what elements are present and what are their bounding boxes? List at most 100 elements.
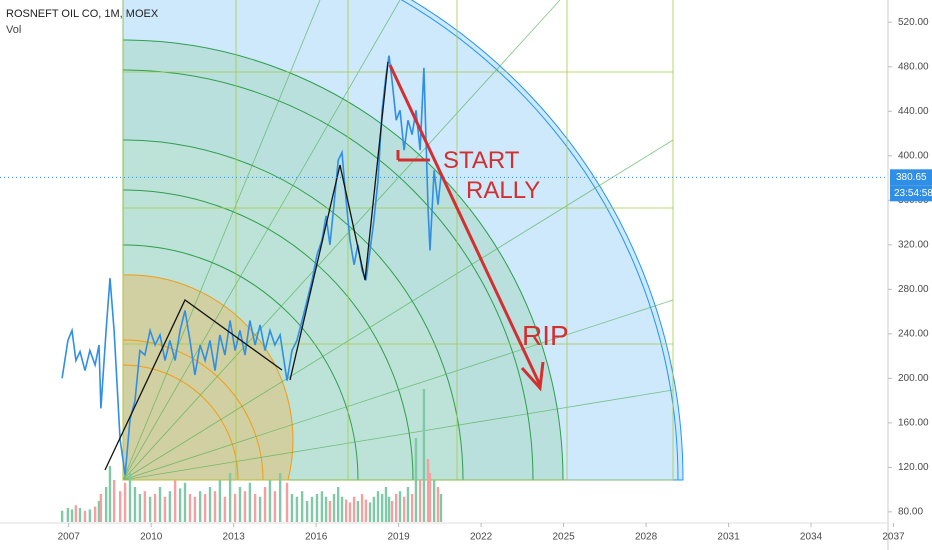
volume-bar: [310, 496, 314, 522]
volume: [60, 389, 443, 522]
volume-bar: [380, 494, 384, 522]
blue-arc: [122, 0, 679, 481]
y-tick-label: 520.00: [898, 17, 929, 28]
volume-bar: [344, 499, 348, 522]
volume-bar: [394, 494, 398, 522]
price: [61, 55, 442, 476]
volume-bar: [66, 508, 70, 522]
x-tick-label: 2025: [552, 532, 575, 543]
volume-bar: [99, 494, 103, 522]
volume-bar: [228, 473, 232, 522]
volume-bar: [108, 466, 112, 522]
orange-arc: [122, 339, 264, 481]
volume-bar: [305, 501, 309, 522]
volume-bar: [208, 487, 212, 522]
volume-bar: [153, 494, 157, 522]
green-arc: [122, 39, 564, 481]
x-tick-label: 2019: [388, 532, 411, 543]
volume-bar: [258, 496, 262, 522]
green-arc: [122, 189, 414, 481]
volume-bar: [436, 487, 440, 522]
volume-bar: [243, 491, 247, 522]
volume-bar: [213, 491, 217, 522]
volume-bar: [390, 501, 394, 522]
volume-bar: [340, 496, 344, 522]
volume-bar: [93, 506, 97, 522]
x-tick-label: 2028: [635, 532, 658, 543]
volume-bar: [414, 438, 418, 522]
volume-bar: [376, 491, 380, 522]
volume-bar: [253, 494, 257, 522]
volume-bar: [278, 473, 282, 522]
green-arc: [122, 69, 534, 481]
x-tick-label: 2034: [800, 532, 823, 543]
annotation: RALLY: [466, 177, 540, 204]
volume-bar: [384, 487, 388, 522]
volume-bar: [203, 494, 207, 522]
volume-bar: [97, 501, 101, 522]
y-tick-label: 320.00: [898, 239, 929, 250]
volume-bar: [356, 501, 360, 522]
volume-bar: [273, 491, 277, 522]
volume-bar: [300, 491, 304, 522]
volume-bar: [348, 502, 352, 522]
volume-bar: [263, 487, 267, 522]
volume-bar: [183, 482, 187, 522]
volume-bar: [78, 508, 82, 522]
timer-label: 23:54:58: [894, 188, 932, 199]
price-label: 380.65: [896, 172, 927, 183]
volume-bar: [315, 494, 319, 522]
x-tick-label: 2013: [223, 532, 246, 543]
x-tick-label: 2007: [58, 532, 81, 543]
green-arc: [122, 139, 464, 481]
volume-bar: [398, 491, 402, 522]
volume-bar: [112, 480, 116, 522]
blue-arc: [122, 0, 684, 481]
volume-bar: [233, 494, 237, 522]
volume-bar: [104, 487, 108, 522]
volume-bar: [268, 480, 272, 522]
green-arc: [122, 244, 359, 481]
volume-bar: [138, 494, 142, 522]
y-tick-label: 480.00: [898, 61, 929, 72]
y-tick-label: 160.00: [898, 417, 929, 428]
volume-bar: [418, 480, 422, 522]
volume-bar: [188, 494, 192, 522]
price-line: [61, 55, 442, 476]
y-tick-label: 200.00: [898, 373, 929, 384]
y-tick-label: 440.00: [898, 106, 929, 117]
volume-bar: [328, 501, 332, 522]
price-box: [890, 169, 932, 186]
volume-bar: [324, 496, 328, 522]
volume-bar: [70, 509, 74, 522]
volume-bar: [128, 473, 132, 522]
volume-bar: [422, 389, 426, 522]
volume-bar: [163, 496, 167, 522]
x-tick-label: 2037: [882, 532, 905, 543]
volume-bar: [158, 487, 162, 522]
trend-lines: [104, 61, 389, 471]
volume-bar: [74, 505, 78, 522]
volume-bar: [88, 509, 92, 522]
volume-bar: [285, 482, 289, 522]
volume-bar: [432, 480, 436, 522]
volume-bar: [336, 487, 340, 522]
volume-bar: [83, 510, 87, 522]
volume-bar: [410, 494, 414, 522]
volume-bar: [295, 496, 299, 522]
grid-box: [122, 0, 674, 481]
volume-bar: [193, 496, 197, 522]
volume-bar: [223, 496, 227, 522]
arrow: [388, 64, 545, 392]
volume-bar: [372, 496, 376, 522]
timer-box: [890, 185, 932, 202]
volume-bar: [118, 491, 122, 522]
volume-bar: [332, 494, 336, 522]
x-tick-label: 2031: [717, 532, 740, 543]
volume-bar: [143, 491, 147, 522]
volume-bar: [387, 496, 391, 522]
fan-rays: [122, 0, 674, 481]
chart-title: ROSNEFT OIL CO, 1M, MOEX: [6, 8, 159, 20]
volume-bar: [60, 510, 64, 522]
volume-bar: [428, 473, 432, 522]
